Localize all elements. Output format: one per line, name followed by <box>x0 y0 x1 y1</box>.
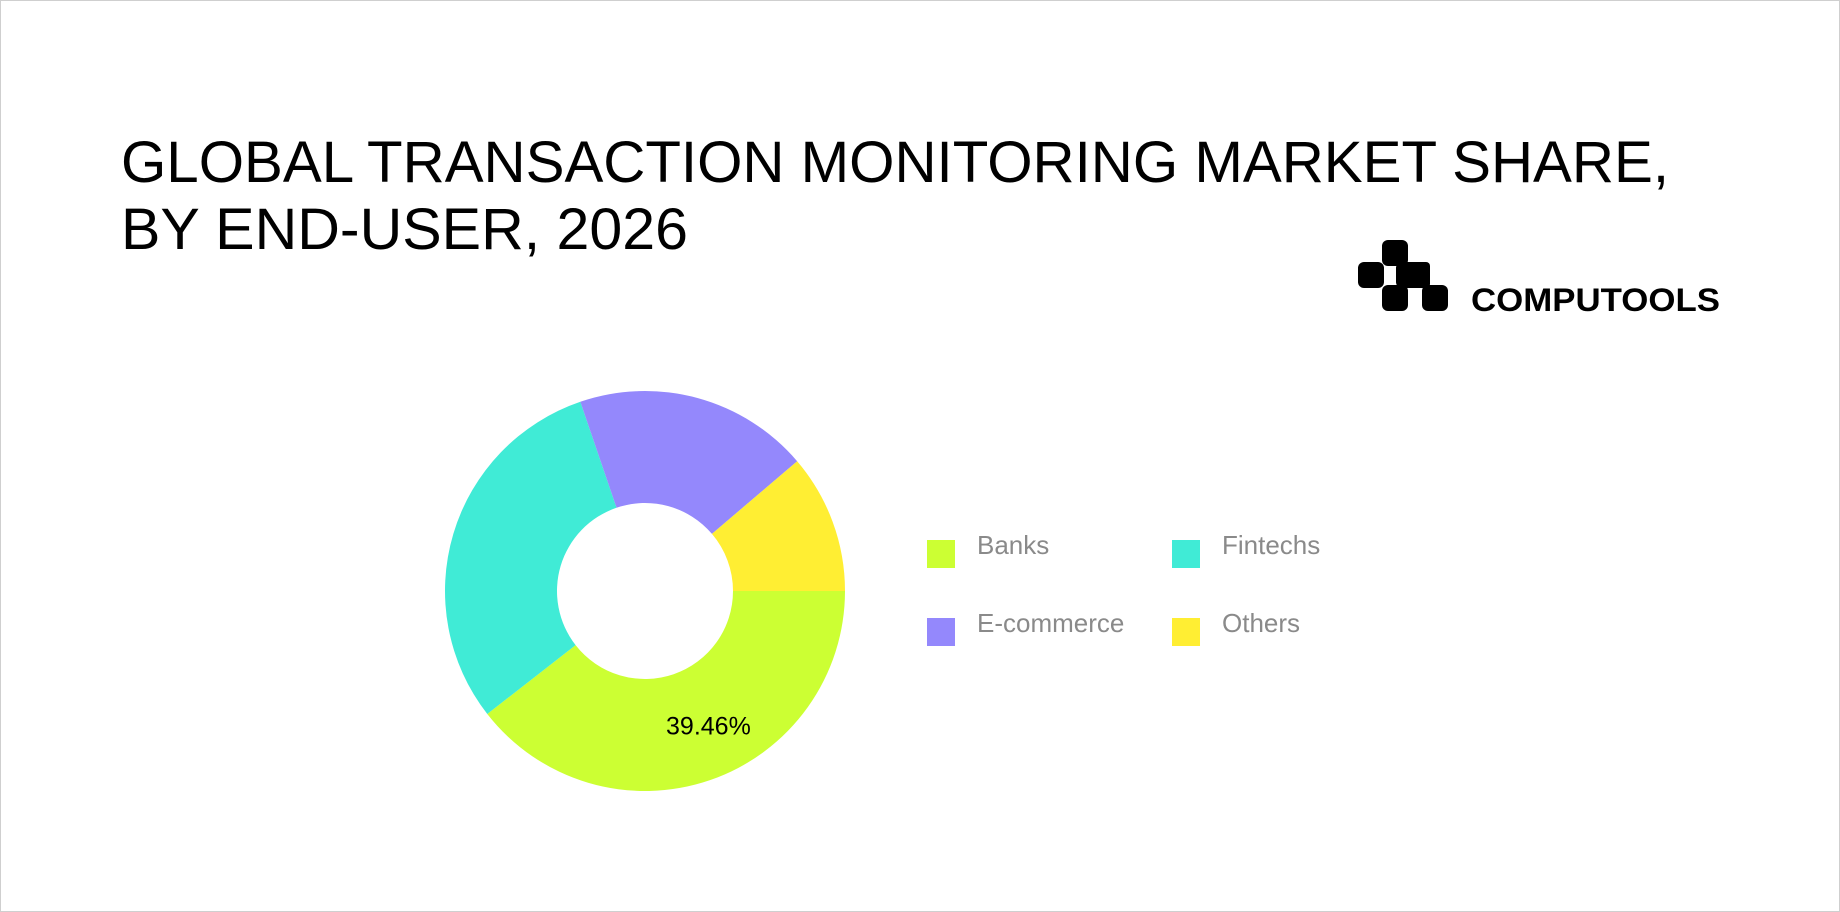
legend-swatch <box>927 540 955 568</box>
chart-title: BY END-USER, 2026 <box>121 197 688 262</box>
donut-segment <box>444 401 617 714</box>
donut-segment <box>711 461 845 591</box>
donut-segment <box>487 591 845 791</box>
legend-label: Others <box>1222 608 1300 638</box>
legend-label: E-commerce <box>977 608 1124 638</box>
legend-swatch <box>1172 618 1200 646</box>
data-label: 39.46% <box>666 713 751 741</box>
chart-title: GLOBAL TRANSACTION MONITORING MARKET SHA… <box>121 130 1669 195</box>
legend-swatch <box>1172 540 1200 568</box>
legend-label: Fintechs <box>1222 530 1320 560</box>
legend-label: Banks <box>977 530 1049 560</box>
donut-segment <box>580 390 798 534</box>
logo-icon <box>1358 240 1448 311</box>
legend-swatch <box>927 618 955 646</box>
brand-name: COMPUTOOLS <box>1471 282 1720 318</box>
